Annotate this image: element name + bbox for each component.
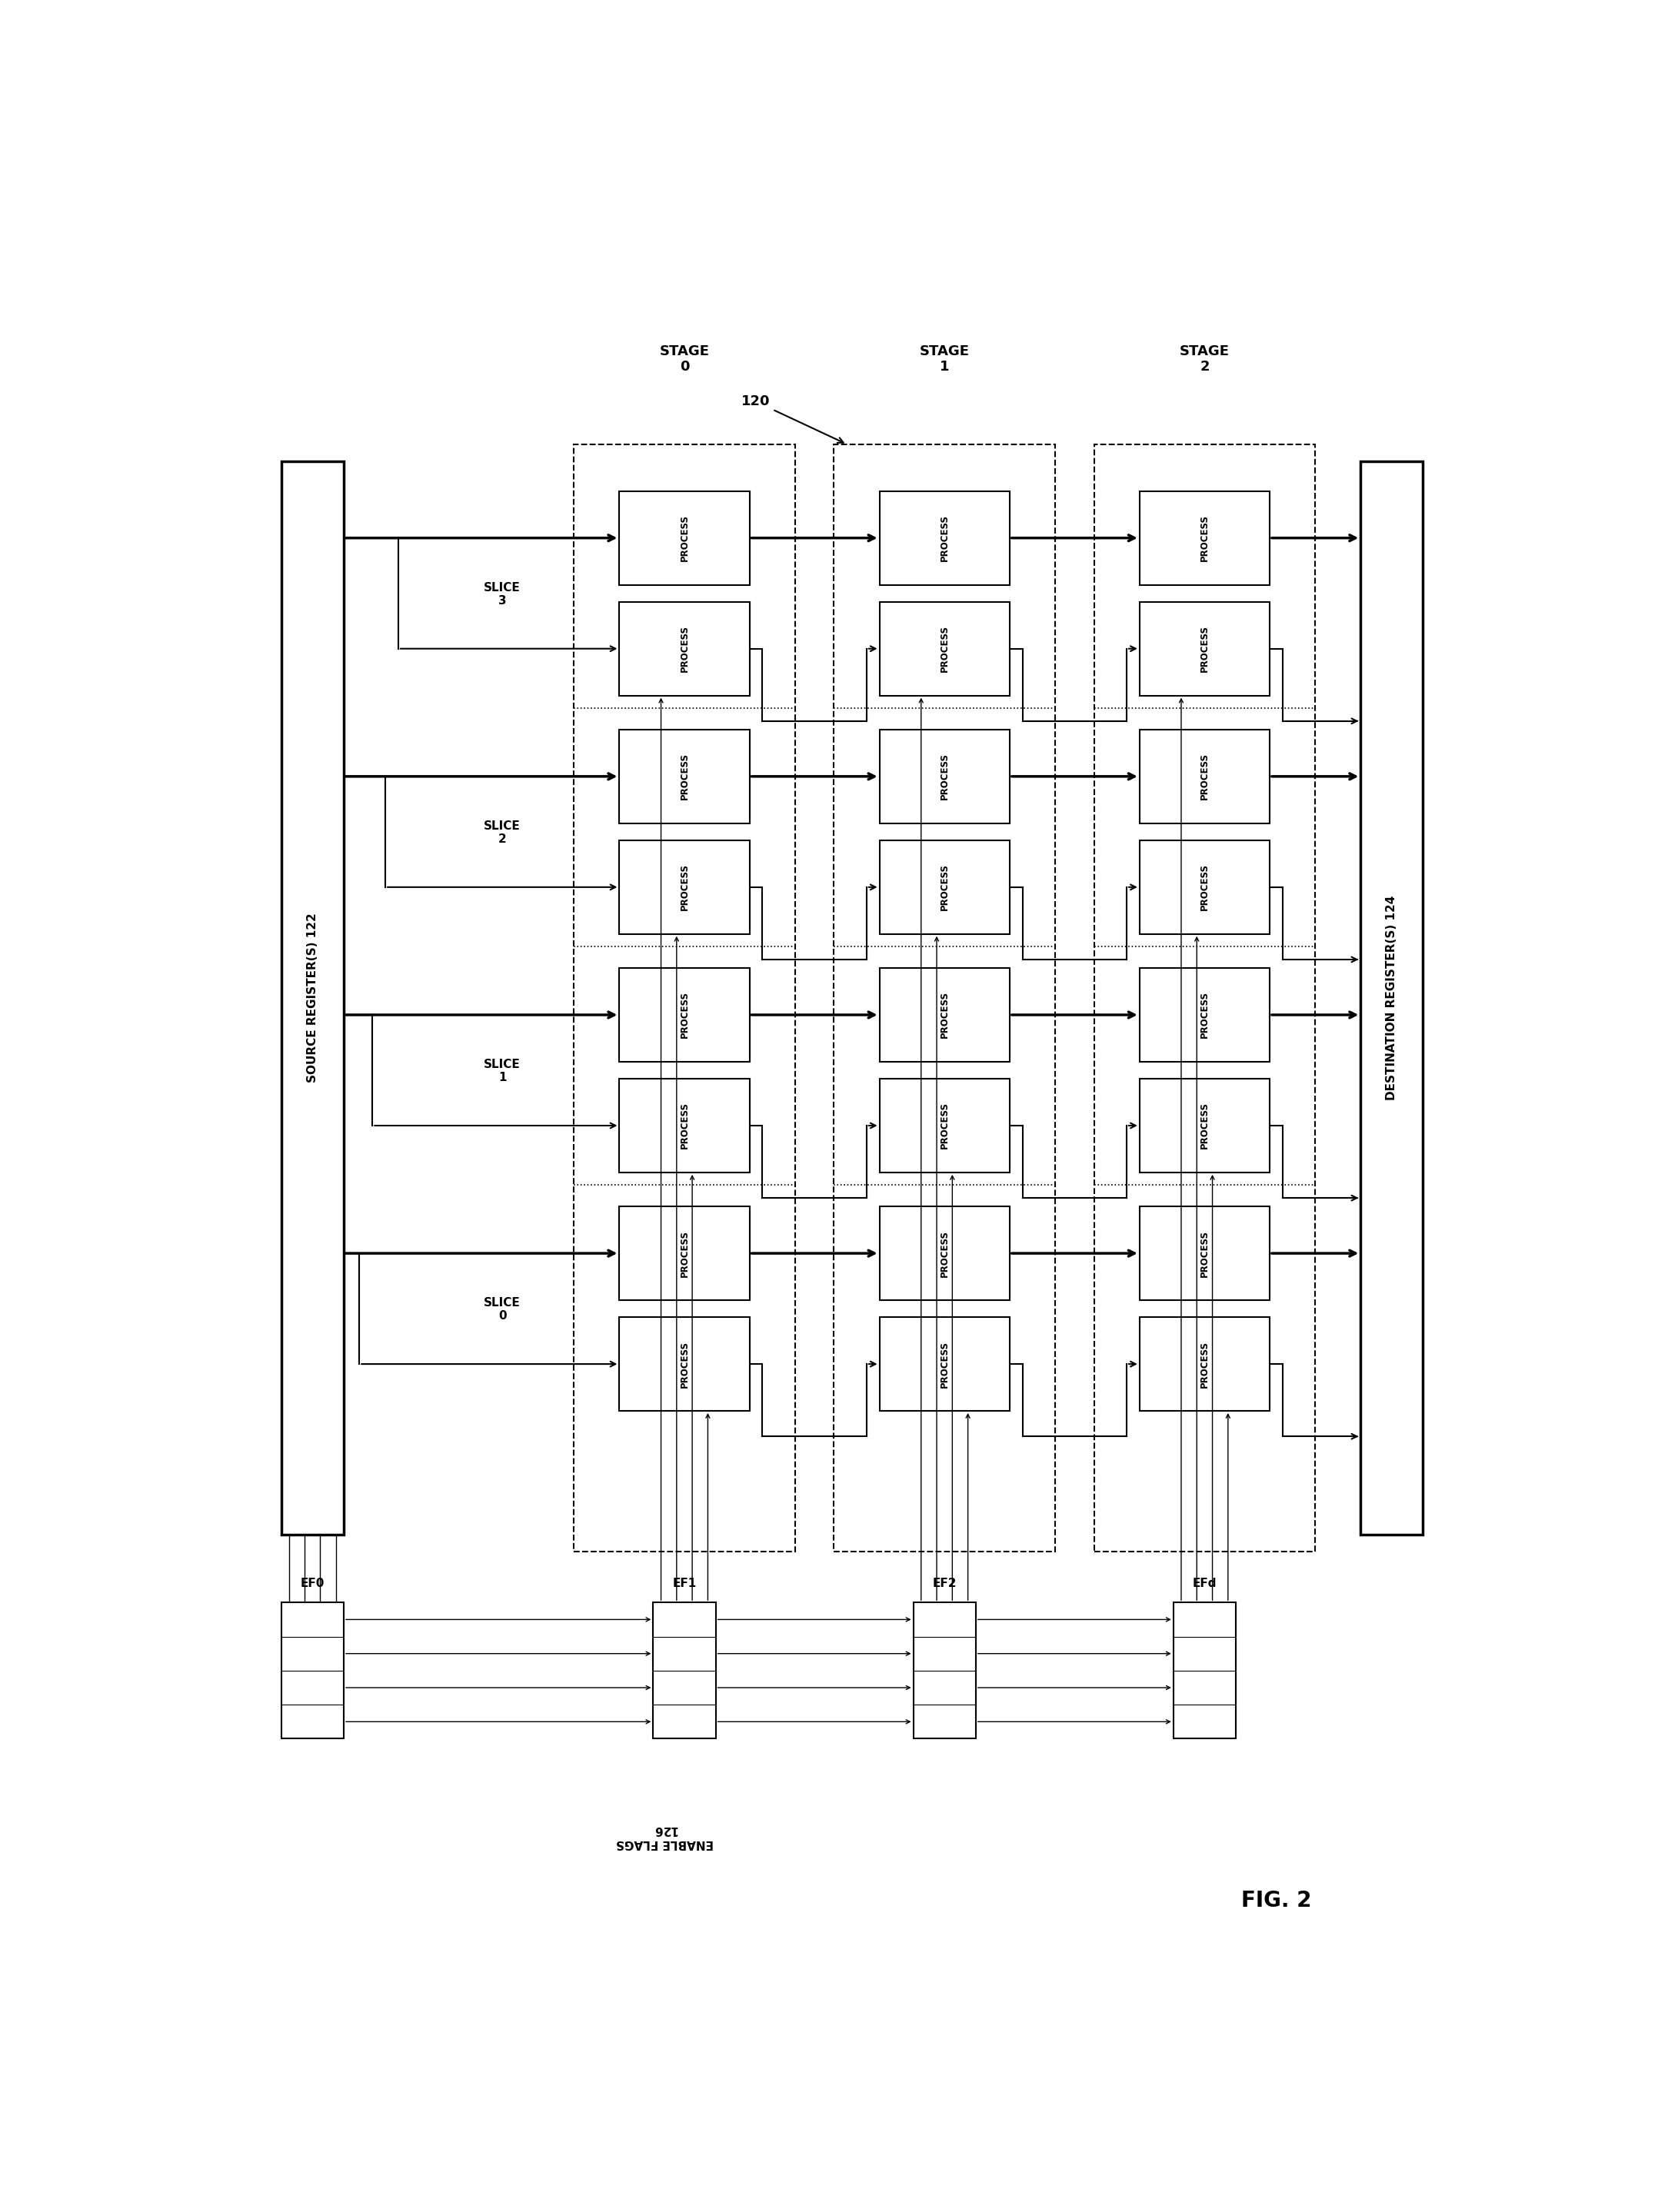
Text: PROCESS: PROCESS <box>1200 863 1210 911</box>
Bar <box>282 462 344 1535</box>
Text: EF2: EF2 <box>933 1577 956 1588</box>
Bar <box>619 969 750 1062</box>
Text: PROCESS: PROCESS <box>940 626 950 672</box>
Bar <box>879 1206 1010 1301</box>
Bar <box>879 1079 1010 1172</box>
Text: PROCESS: PROCESS <box>1200 1230 1210 1276</box>
Text: PROCESS: PROCESS <box>680 626 690 672</box>
Bar <box>1139 1079 1270 1172</box>
Bar <box>619 491 750 584</box>
Bar <box>834 445 1055 1551</box>
Bar <box>1139 730 1270 823</box>
Bar <box>879 730 1010 823</box>
Text: PROCESS: PROCESS <box>940 991 950 1037</box>
Bar <box>619 730 750 823</box>
Text: FIG. 2: FIG. 2 <box>1242 1889 1311 1911</box>
Text: EF1: EF1 <box>673 1577 696 1588</box>
Text: PROCESS: PROCESS <box>680 515 690 562</box>
Bar <box>1139 1206 1270 1301</box>
Text: EF0: EF0 <box>300 1577 324 1588</box>
Bar <box>282 1601 344 1739</box>
Text: PROCESS: PROCESS <box>1200 1102 1210 1148</box>
Bar <box>879 841 1010 933</box>
Bar <box>879 491 1010 584</box>
Text: PROCESS: PROCESS <box>1200 752 1210 801</box>
Bar <box>913 1601 975 1739</box>
Text: PROCESS: PROCESS <box>940 515 950 562</box>
Text: PROCESS: PROCESS <box>940 1102 950 1148</box>
Text: ENABLE FLAGS
126: ENABLE FLAGS 126 <box>616 1825 713 1849</box>
Bar <box>879 602 1010 695</box>
Text: PROCESS: PROCESS <box>940 1340 950 1387</box>
Text: DESTINATION REGISTER(S) 124: DESTINATION REGISTER(S) 124 <box>1386 896 1398 1099</box>
Text: STAGE
1: STAGE 1 <box>920 345 970 374</box>
Text: PROCESS: PROCESS <box>1200 515 1210 562</box>
Text: PROCESS: PROCESS <box>1200 1340 1210 1387</box>
Bar <box>1361 462 1423 1535</box>
Text: PROCESS: PROCESS <box>680 1230 690 1276</box>
Text: SOURCE REGISTER(S) 122: SOURCE REGISTER(S) 122 <box>307 914 319 1082</box>
Text: PROCESS: PROCESS <box>1200 991 1210 1037</box>
Text: PROCESS: PROCESS <box>940 863 950 911</box>
Bar <box>879 969 1010 1062</box>
Bar <box>619 1316 750 1411</box>
Text: EFd: EFd <box>1193 1577 1217 1588</box>
Text: PROCESS: PROCESS <box>680 1102 690 1148</box>
Text: 120: 120 <box>742 394 844 442</box>
Text: STAGE
2: STAGE 2 <box>1180 345 1230 374</box>
Bar <box>574 445 795 1551</box>
Text: PROCESS: PROCESS <box>940 1230 950 1276</box>
Bar <box>619 1079 750 1172</box>
Text: SLICE
2: SLICE 2 <box>483 821 520 845</box>
Text: SLICE
0: SLICE 0 <box>483 1296 520 1323</box>
Bar <box>1139 969 1270 1062</box>
Text: SLICE
3: SLICE 3 <box>483 582 520 606</box>
Text: PROCESS: PROCESS <box>940 752 950 801</box>
Bar <box>1094 445 1316 1551</box>
Bar <box>653 1601 715 1739</box>
Bar <box>1139 1316 1270 1411</box>
Text: PROCESS: PROCESS <box>1200 626 1210 672</box>
Bar <box>1139 841 1270 933</box>
Text: PROCESS: PROCESS <box>680 752 690 801</box>
Text: STAGE
0: STAGE 0 <box>659 345 710 374</box>
Bar <box>879 1316 1010 1411</box>
Text: PROCESS: PROCESS <box>680 1340 690 1387</box>
Bar <box>1139 602 1270 695</box>
Bar <box>1139 491 1270 584</box>
Bar <box>619 1206 750 1301</box>
Text: PROCESS: PROCESS <box>680 863 690 911</box>
Bar <box>1173 1601 1235 1739</box>
Bar <box>619 602 750 695</box>
Bar <box>619 841 750 933</box>
Text: PROCESS: PROCESS <box>680 991 690 1037</box>
Text: SLICE
1: SLICE 1 <box>483 1060 520 1084</box>
